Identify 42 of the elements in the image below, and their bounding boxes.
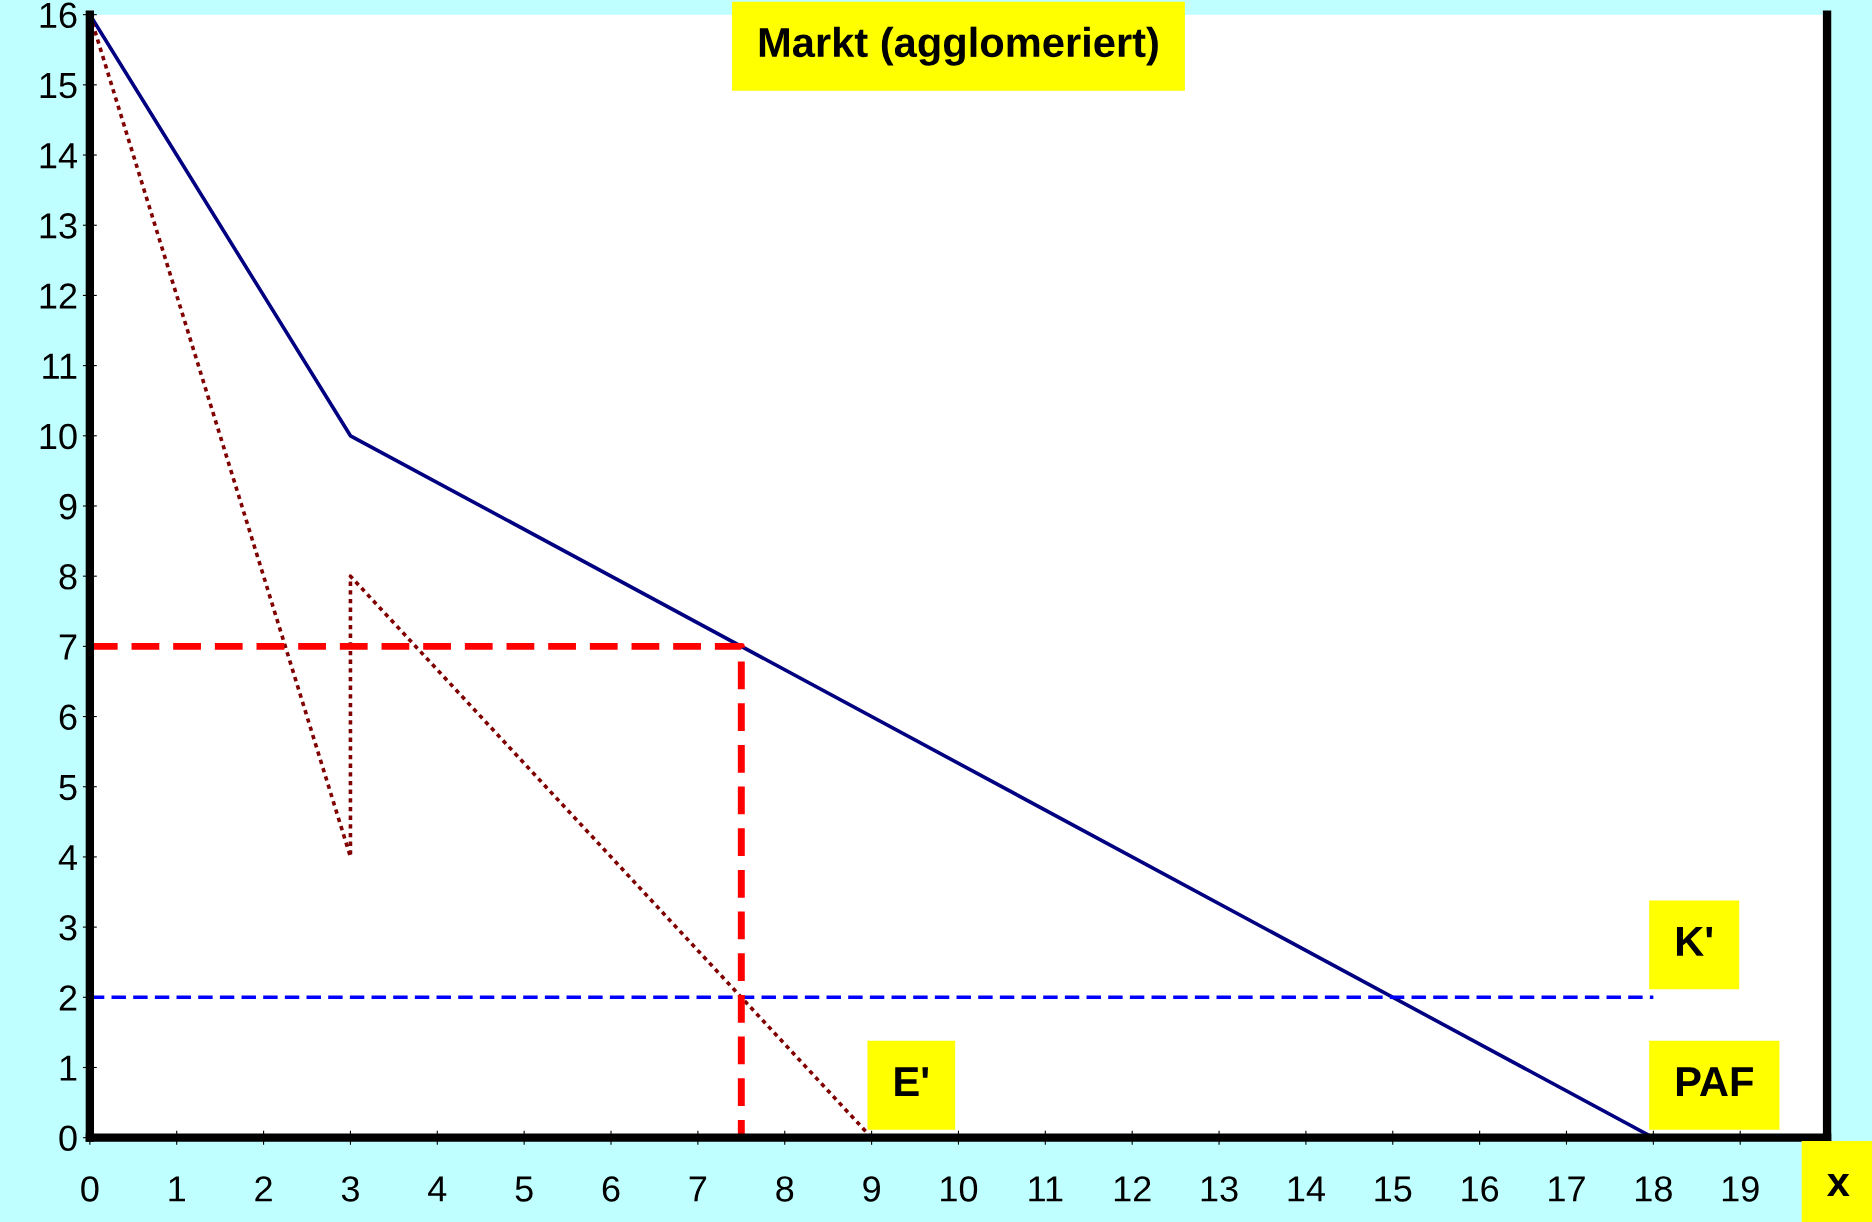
y-tick-label: 14 (40, 143, 77, 169)
series-label: E' (895, 1067, 928, 1097)
x-tick-label: 19 (1722, 1176, 1759, 1202)
x-tick-label: 1 (169, 1176, 185, 1202)
x-tick-label: 15 (1375, 1176, 1412, 1202)
y-tick-label: 16 (40, 2, 77, 29)
x-tick-label: 0 (81, 1176, 99, 1202)
x-tick-label: 18 (1636, 1176, 1672, 1202)
x-tick-label: 9 (863, 1176, 880, 1202)
y-tick-label: 2 (59, 985, 77, 1011)
y-tick-label: 8 (59, 564, 77, 590)
x-tick-label: 5 (515, 1176, 533, 1202)
x-tick-label: 14 (1288, 1176, 1325, 1202)
series-label: PAF (1676, 1067, 1753, 1097)
x-tick-label: 6 (602, 1176, 620, 1202)
x-tick-label: 12 (1114, 1176, 1151, 1202)
y-tick-label: 13 (40, 213, 77, 239)
series-label: K' (1676, 926, 1713, 956)
x-tick-label: 17 (1549, 1176, 1585, 1202)
y-tick-label: 12 (40, 283, 77, 309)
y-tick-label: 0 (59, 1125, 77, 1152)
x-tick-label: 13 (1201, 1176, 1238, 1202)
y-tick-label: 3 (59, 914, 77, 941)
y-tick-label: 11 (43, 353, 77, 379)
x-tick-label: 16 (1462, 1176, 1499, 1202)
x-tick-label: 10 (941, 1176, 978, 1202)
x-tick-label: 7 (689, 1176, 707, 1202)
x-tick-label: 8 (776, 1176, 794, 1202)
y-tick-label: 7 (59, 634, 77, 660)
y-tick-label: 6 (59, 704, 77, 730)
y-tick-label: 4 (58, 845, 77, 871)
x-tick-label: 4 (428, 1176, 447, 1202)
y-tick-label: 1 (60, 1055, 77, 1081)
x-tick-label: 3 (341, 1176, 359, 1202)
x-axis-title: x (1827, 1174, 1850, 1197)
y-tick-label: 15 (40, 73, 77, 99)
y-tick-label: 9 (59, 493, 77, 520)
x-tick-label: 11 (1029, 1176, 1063, 1202)
y-tick-label: 5 (59, 774, 77, 801)
y-tick-label: 10 (40, 423, 77, 450)
x-tick-label: 2 (255, 1176, 272, 1202)
chart-title: Markt (agglomeriert) (759, 26, 1158, 66)
